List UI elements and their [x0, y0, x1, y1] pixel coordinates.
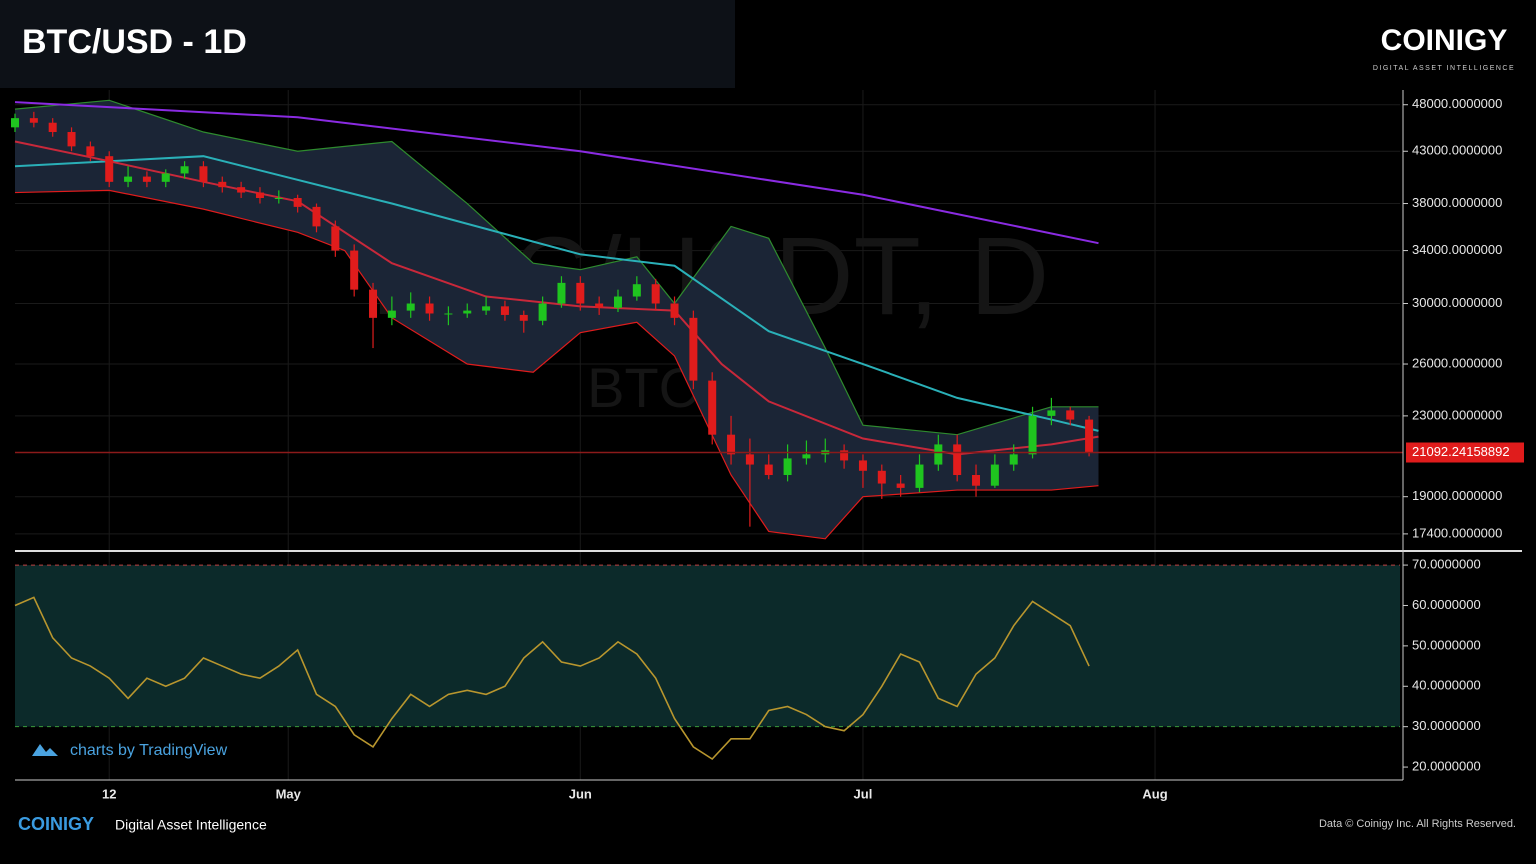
candle-body	[161, 173, 170, 182]
candle-body	[802, 454, 811, 459]
candle-body	[915, 464, 924, 488]
candle-body	[29, 118, 38, 123]
candle-body	[425, 303, 434, 314]
y-tick-label: 17400.0000000	[1412, 525, 1502, 540]
candle-body	[840, 450, 849, 461]
candle-body	[105, 156, 114, 182]
candle-body	[199, 166, 208, 182]
candle-body	[48, 122, 57, 133]
candle-body	[727, 434, 736, 455]
y-tick-label: 30000.0000000	[1412, 295, 1502, 310]
candle-body	[1009, 454, 1018, 465]
candle-body	[934, 444, 943, 465]
x-tick-label: Aug	[1142, 786, 1167, 801]
y-tick-label: 30.0000000	[1412, 718, 1481, 733]
y-tick-label: 26000.0000000	[1412, 355, 1502, 370]
candle-body	[331, 226, 340, 251]
bollinger-upper	[14, 99, 1099, 436]
candle-body	[595, 303, 604, 308]
tradingview-icon	[32, 744, 58, 756]
candle-body	[406, 303, 415, 311]
candle-body	[482, 306, 491, 311]
y-tick-label: 50.0000000	[1412, 637, 1481, 652]
x-tick-label: Jul	[854, 786, 873, 801]
candle-body	[274, 197, 283, 199]
footer-brand: COINIGY	[18, 814, 94, 834]
candle-body	[86, 146, 95, 157]
x-tick-label: May	[276, 786, 302, 801]
title-box	[0, 0, 735, 88]
y-tick-label: 48000.0000000	[1412, 96, 1502, 111]
copyright: Data © Coinigy Inc. All Rights Reserved.	[1319, 818, 1516, 830]
candle-body	[764, 464, 773, 475]
candle-body	[218, 181, 227, 188]
candle-body	[11, 118, 19, 128]
y-tick-label: 43000.0000000	[1412, 143, 1502, 158]
brand-tagline: DIGITAL ASSET INTELLIGENCE	[1373, 65, 1515, 72]
y-tick-label: 34000.0000000	[1412, 242, 1502, 257]
rsi-zone	[15, 565, 1400, 727]
candle-body	[708, 380, 717, 435]
candle-body	[745, 454, 754, 465]
x-tick-label: Jun	[569, 786, 592, 801]
candle-body	[387, 310, 396, 318]
bollinger-lower	[14, 189, 1099, 540]
candle-body	[180, 166, 189, 174]
y-tick-label: 19000.0000000	[1412, 488, 1502, 503]
candle-body	[255, 192, 264, 198]
candle-body	[896, 483, 905, 488]
y-tick-label: 23000.0000000	[1412, 407, 1502, 422]
candle-body	[1066, 410, 1075, 420]
candle-body	[67, 132, 76, 147]
candle-body	[953, 444, 962, 475]
candle-body	[350, 250, 359, 290]
candle-body	[670, 303, 679, 318]
brand: COINIGY	[1381, 24, 1508, 57]
candle-body	[877, 470, 886, 484]
candle-body	[1028, 415, 1037, 455]
candle-body	[124, 176, 133, 182]
footer-tagline: Digital Asset Intelligence	[115, 817, 267, 833]
candle-body	[293, 197, 302, 207]
x-tick-label: 12	[102, 786, 116, 801]
y-tick-label: 70.0000000	[1412, 557, 1481, 572]
candle-body	[972, 474, 981, 486]
y-tick-label: 60.0000000	[1412, 597, 1481, 612]
candle-body	[783, 458, 792, 475]
candle-body	[312, 206, 321, 227]
candle-body	[237, 187, 246, 193]
candle-body	[142, 176, 151, 182]
candle-body	[858, 460, 867, 471]
candle-body	[632, 284, 641, 297]
plot: 12 May Jun Jul Aug 48000.0000000 43000.0000000…	[11, 90, 1524, 801]
candle-body	[576, 282, 585, 304]
bollinger-area	[15, 100, 1099, 539]
candle-body	[538, 303, 547, 321]
candle-body	[500, 306, 509, 315]
candle-body	[613, 296, 622, 308]
title: BTC/USD - 1D	[22, 23, 247, 61]
y-tick-label: 20.0000000	[1412, 759, 1481, 774]
credit: charts by TradingView	[70, 742, 228, 759]
candle-body	[463, 310, 472, 314]
moving-average	[14, 101, 1099, 245]
y-tick-label: 38000.0000000	[1412, 195, 1502, 210]
moving-average	[14, 155, 1099, 432]
rsi-line	[14, 596, 1090, 761]
candle-body	[369, 289, 378, 318]
last-price-label: 21092.24158892	[1412, 444, 1510, 459]
candle-body	[444, 313, 453, 315]
candle-body	[651, 284, 660, 304]
y-tick-label: 40.0000000	[1412, 678, 1481, 693]
candle-body	[519, 314, 528, 321]
candle-body	[689, 317, 698, 381]
candle-body	[1047, 410, 1056, 416]
last-price-box	[1406, 442, 1524, 463]
candle-body	[1085, 419, 1094, 453]
candle-body	[990, 464, 999, 486]
candle-body	[557, 282, 566, 304]
